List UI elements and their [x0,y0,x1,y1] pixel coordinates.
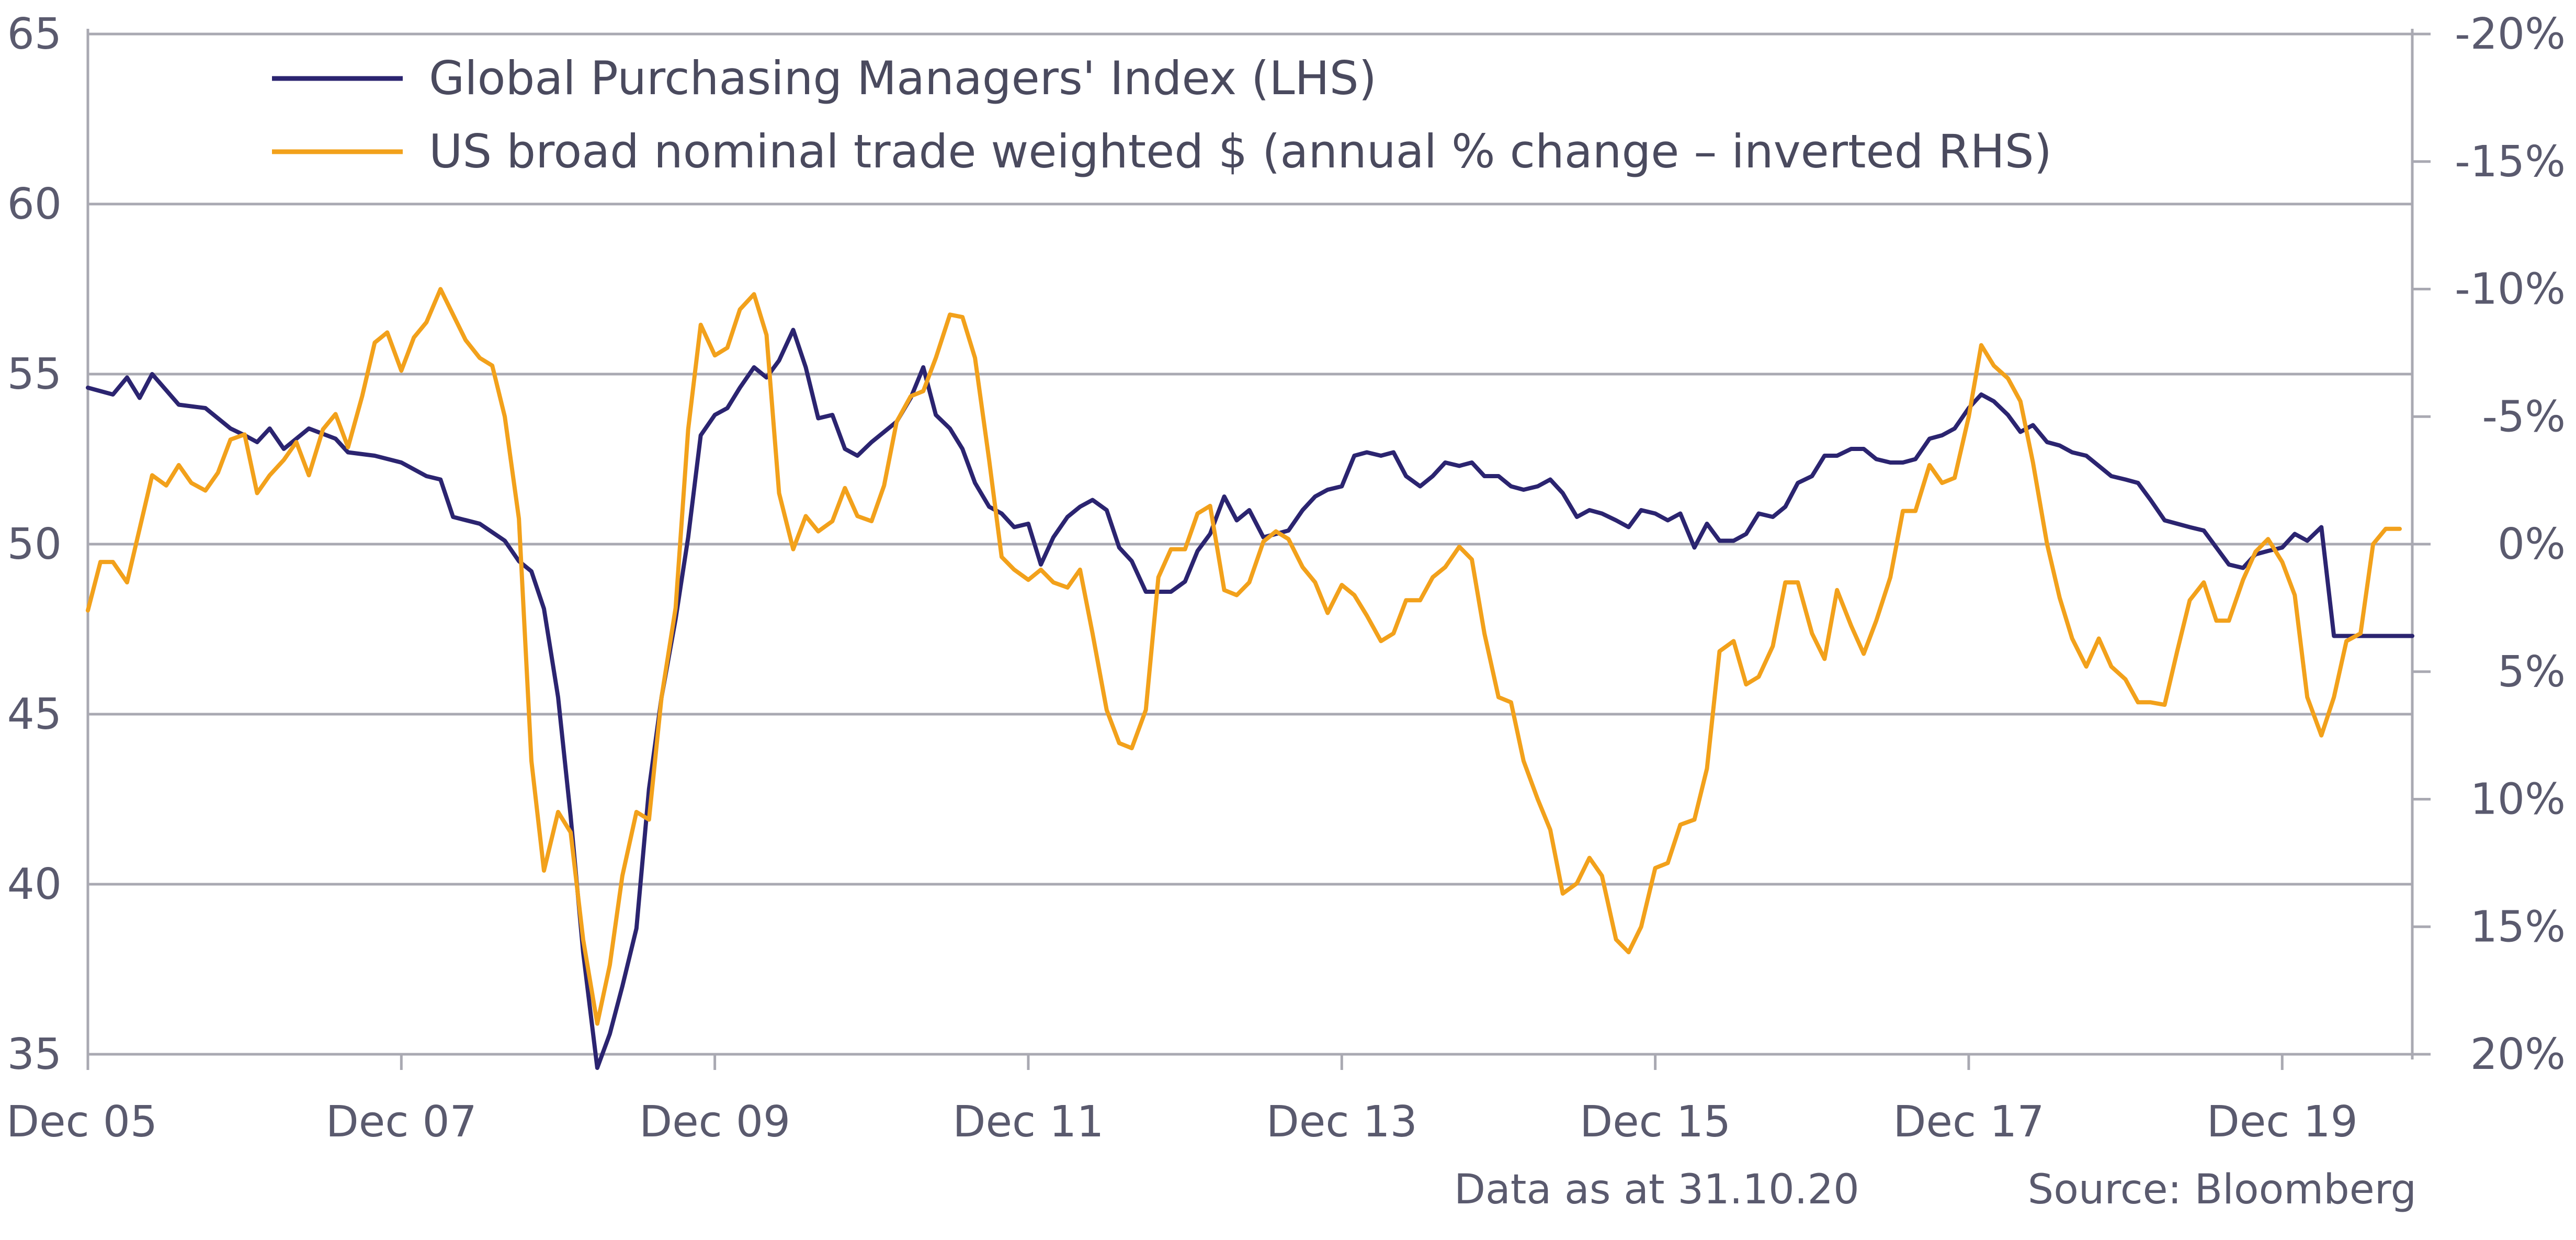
left-tick-label: 55 [7,350,62,399]
x-tick-label: Dec 15 [1580,1097,1731,1147]
usd-series-line [86,287,2402,1026]
x-tick-label: Dec 13 [1266,1097,1417,1147]
x-tick-label: Dec 19 [2207,1097,2358,1147]
legend-label: Global Purchasing Managers' Index (LHS) [429,51,1377,105]
left-tick-label: 35 [7,1030,62,1079]
right-tick-label: 15% [2470,902,2566,952]
tick-labels: 35 40 45 50 55 60 65 20% 15% 10% 5% 0% -5% -10% -15% -2… [6,9,2566,1147]
right-tick-label: -20% [2455,9,2566,59]
left-tick-label: 40 [7,860,62,909]
legend-label: US broad nominal trade weighted $ (annua… [429,125,2052,178]
legend: Global Purchasing Managers' Index (LHS) U… [272,51,2052,178]
left-tick-label: 50 [7,520,62,569]
x-tick-label: Dec 17 [1893,1097,2044,1147]
right-tick-label: -10% [2455,265,2566,314]
right-tick-label: -5% [2482,392,2566,442]
left-tick-label: 45 [7,690,62,739]
footnote-date: Data as at 31.10.20 [1454,1166,1859,1213]
left-tick-label: 65 [7,9,62,59]
series-lines [86,287,2414,1070]
grid-lines [88,32,2412,886]
right-tick-label: -15% [2455,137,2566,187]
right-tick-label: 20% [2470,1030,2566,1079]
left-tick-label: 60 [7,179,62,229]
axes [86,29,2431,1070]
right-tick-label: 0% [2498,520,2566,569]
right-tick-label: 10% [2470,775,2566,825]
x-tick-label: Dec 11 [952,1097,1104,1147]
footnote-source: Source: Bloomberg [2028,1166,2416,1213]
pmi-series-line [86,328,2414,1070]
x-tick-label: Dec 07 [326,1097,477,1147]
right-tick-label: 5% [2498,647,2566,697]
x-tick-label: Dec 09 [639,1097,790,1147]
x-tick-label: Dec 05 [6,1097,157,1147]
